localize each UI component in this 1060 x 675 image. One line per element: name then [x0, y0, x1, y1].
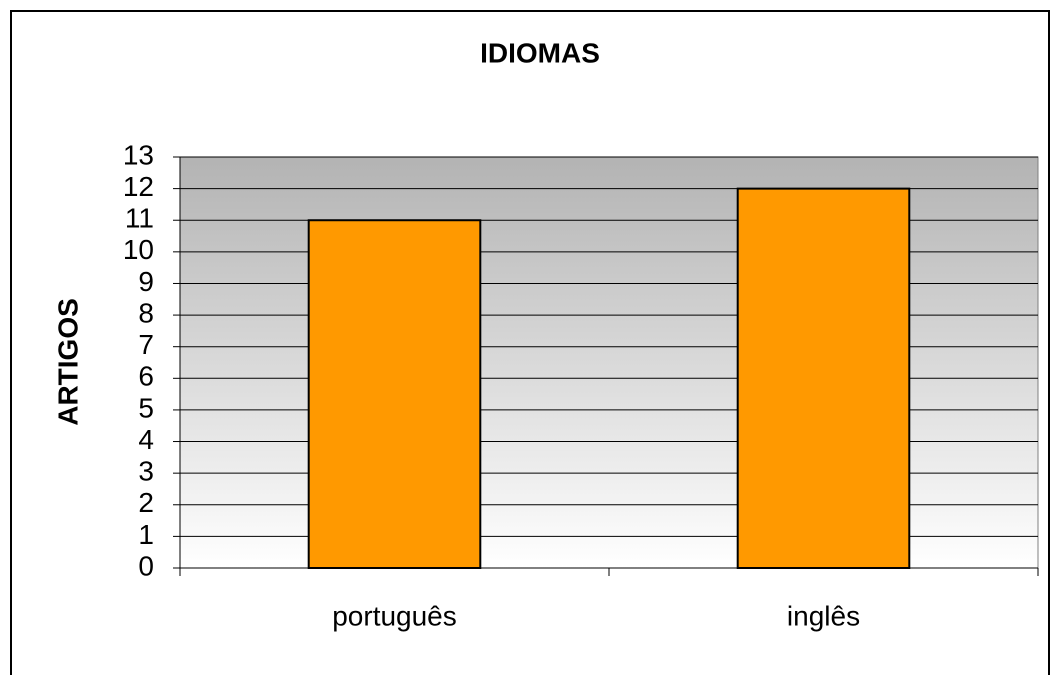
chart-title: IDIOMAS	[480, 37, 600, 68]
y-tick-label: 2	[138, 487, 154, 518]
x-tick-label: inglês	[787, 600, 860, 631]
y-tick-label: 7	[138, 329, 154, 360]
bar	[736, 187, 911, 569]
chart-border	[10, 10, 1050, 675]
y-tick-label: 0	[138, 550, 154, 581]
y-tick-label: 6	[138, 361, 154, 392]
y-tick-label: 8	[138, 297, 154, 328]
y-tick-label: 13	[123, 139, 154, 170]
y-tick-label: 5	[138, 392, 154, 423]
y-tick-label: 12	[123, 171, 154, 202]
y-tick-label: 10	[123, 234, 154, 265]
y-tick-label: 11	[125, 203, 154, 234]
y-tick-label: 9	[138, 266, 154, 297]
y-tick-label: 1	[138, 519, 154, 550]
y-axis-label: ARTIGOS	[52, 298, 83, 426]
y-tick-label: 4	[138, 424, 154, 455]
x-tick-label: português	[332, 600, 457, 631]
bar	[307, 219, 482, 569]
y-tick-label: 3	[138, 456, 154, 487]
